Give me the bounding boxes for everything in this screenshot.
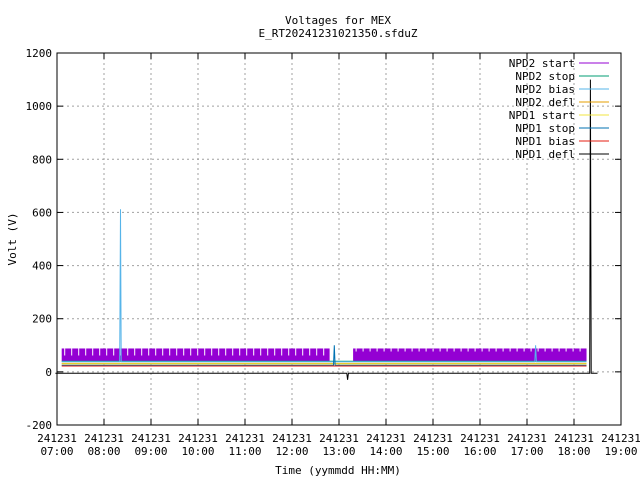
series-line <box>61 209 587 363</box>
x-tick-date-label: 241231 <box>84 432 124 445</box>
x-tick-time-label: 08:00 <box>87 445 120 458</box>
x-tick-date-label: 241231 <box>366 432 406 445</box>
chart-title: Voltages for MEX <box>285 14 391 27</box>
x-tick-date-label: 241231 <box>131 432 171 445</box>
x-tick-date-label: 241231 <box>601 432 640 445</box>
x-tick-date-label: 241231 <box>460 432 500 445</box>
y-axis-label: Volt (V) <box>6 213 19 266</box>
x-tick-time-label: 19:00 <box>604 445 637 458</box>
x-tick-time-label: 13:00 <box>322 445 355 458</box>
x-tick-time-label: 09:00 <box>134 445 167 458</box>
axis-ticks: -20002004006008001000120024123107:002412… <box>26 47 640 458</box>
legend-label: NPD2 bias <box>515 83 575 96</box>
legend-label: NPD1 start <box>509 109 575 122</box>
x-tick-time-label: 18:00 <box>557 445 590 458</box>
x-tick-time-label: 12:00 <box>275 445 308 458</box>
y-tick-label: 1000 <box>26 100 53 113</box>
series-line <box>55 79 598 380</box>
legend-label: NPD2 defl <box>515 96 575 109</box>
legend-label: NPD1 bias <box>515 135 575 148</box>
y-tick-label: 600 <box>32 206 52 219</box>
series-band <box>353 348 587 362</box>
x-tick-time-label: 10:00 <box>181 445 214 458</box>
y-tick-label: 1200 <box>26 47 53 60</box>
y-tick-label: 0 <box>45 366 52 379</box>
y-tick-label: 800 <box>32 153 52 166</box>
legend-label: NPD1 stop <box>515 122 575 135</box>
x-tick-date-label: 241231 <box>554 432 594 445</box>
x-tick-time-label: 14:00 <box>369 445 402 458</box>
data-series <box>55 79 598 380</box>
chart-subtitle: E_RT20241231021350.sfduZ <box>259 27 418 40</box>
series-band <box>61 348 330 362</box>
x-tick-date-label: 241231 <box>319 432 359 445</box>
x-tick-date-label: 241231 <box>178 432 218 445</box>
series-band-notches <box>355 348 581 352</box>
series-line <box>61 345 587 366</box>
x-axis-label: Time (yymmdd HH:MM) <box>275 464 401 477</box>
x-tick-time-label: 17:00 <box>510 445 543 458</box>
y-tick-label: -200 <box>26 419 53 432</box>
x-tick-date-label: 241231 <box>413 432 453 445</box>
x-tick-time-label: 16:00 <box>463 445 496 458</box>
y-tick-label: 400 <box>32 260 52 273</box>
x-tick-time-label: 11:00 <box>228 445 261 458</box>
x-tick-date-label: 241231 <box>272 432 312 445</box>
legend-label: NPD2 stop <box>515 70 575 83</box>
legend-label: NPD2 start <box>509 57 575 70</box>
x-tick-date-label: 241231 <box>507 432 547 445</box>
x-tick-date-label: 241231 <box>37 432 77 445</box>
y-tick-label: 200 <box>32 313 52 326</box>
x-tick-time-label: 15:00 <box>416 445 449 458</box>
legend-label: NPD1 defl <box>515 148 575 161</box>
x-tick-time-label: 07:00 <box>40 445 73 458</box>
x-tick-date-label: 241231 <box>225 432 265 445</box>
